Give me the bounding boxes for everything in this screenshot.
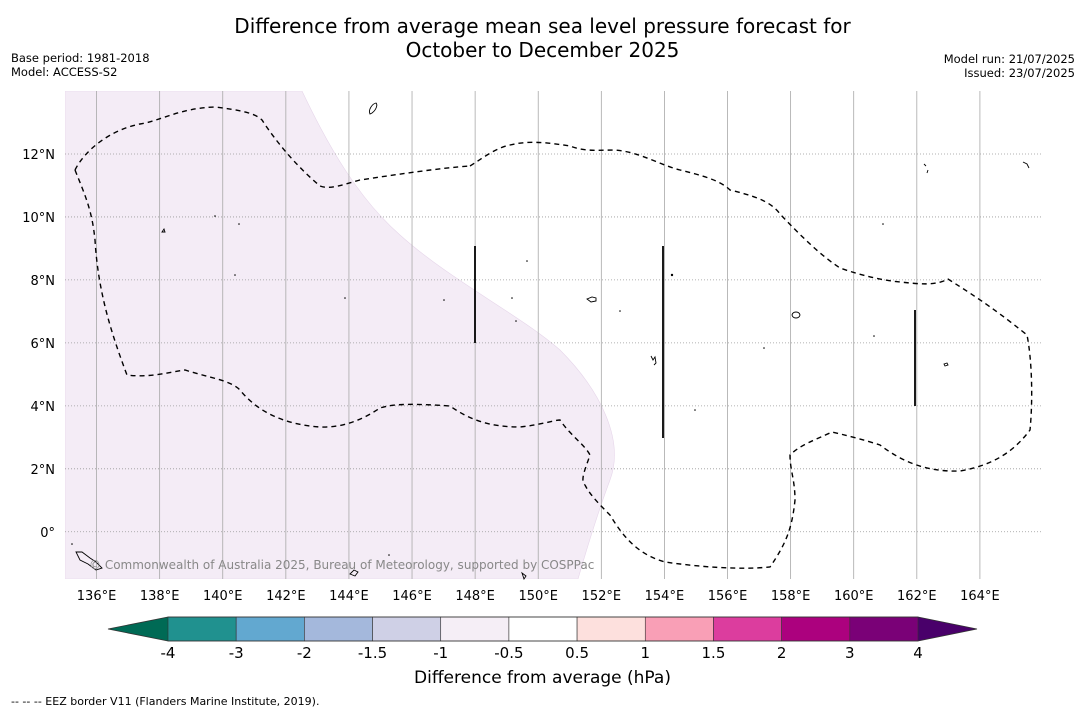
colorbar-swatch bbox=[781, 616, 851, 642]
island-yap bbox=[161, 227, 166, 233]
colorbar-tick-label: -1 bbox=[433, 644, 448, 662]
issued-date: Issued: 23/07/2025 bbox=[964, 66, 1075, 80]
islet bbox=[670, 273, 674, 277]
colorbar-tick-label: -1.5 bbox=[358, 644, 387, 662]
island-kosrae bbox=[943, 362, 949, 367]
colorbar-swatch bbox=[235, 616, 305, 642]
island-marshall-1 bbox=[1022, 161, 1030, 169]
island-png-north bbox=[75, 551, 103, 571]
colorbar-swatch bbox=[576, 616, 646, 642]
lon-tick-label: 152°E bbox=[582, 589, 622, 604]
graticule bbox=[65, 91, 1043, 579]
colorbar-swatch bbox=[644, 616, 714, 642]
islet bbox=[511, 297, 513, 299]
lon-tick-label: 146°E bbox=[392, 589, 432, 604]
colorbar-label: Difference from average (hPa) bbox=[414, 668, 671, 688]
colorbar-swatch bbox=[508, 616, 578, 642]
colorbar-swatch bbox=[849, 616, 919, 642]
colorbar-tick-label: 1 bbox=[640, 644, 650, 662]
lon-tick-label: 158°E bbox=[771, 589, 811, 604]
eez-fsm-east bbox=[469, 141, 1033, 569]
islet bbox=[694, 409, 696, 411]
colorbar-tick-label: -4 bbox=[161, 644, 176, 662]
lon-tick-label: 142°E bbox=[266, 589, 306, 604]
colorbar-swatch bbox=[440, 616, 510, 642]
islet bbox=[238, 223, 240, 225]
lon-tick-label: 160°E bbox=[834, 589, 874, 604]
lat-tick-label: 12°N bbox=[22, 148, 55, 163]
colorbar-tick-label: 0.5 bbox=[565, 644, 589, 662]
eez-footnote: -- -- -- EEZ border V11 (Flanders Marine… bbox=[11, 695, 320, 708]
colorbar-extend-high bbox=[918, 617, 977, 641]
map-title: Difference from average mean sea level p… bbox=[0, 14, 1085, 62]
meta-right: Model run: 21/07/2025 Issued: 23/07/2025 bbox=[944, 52, 1075, 80]
island-png-2 bbox=[349, 569, 527, 581]
island-guam bbox=[369, 102, 378, 115]
islet bbox=[443, 299, 445, 301]
lat-tick-label: 2°N bbox=[31, 463, 56, 478]
islet bbox=[526, 260, 528, 262]
island-marshall-2 bbox=[923, 163, 929, 174]
islet bbox=[619, 310, 621, 312]
model-name: Model: ACCESS-S2 bbox=[11, 65, 118, 79]
eez-west-lower bbox=[74, 169, 591, 486]
lon-tick-label: 138°E bbox=[140, 589, 180, 604]
colorbar-outline bbox=[107, 616, 978, 642]
islet bbox=[214, 215, 216, 217]
islet bbox=[873, 335, 875, 337]
eez-border bbox=[74, 106, 1033, 569]
lon-tick-label: 140°E bbox=[203, 589, 243, 604]
colorbar-tick-label: 4 bbox=[913, 644, 923, 662]
islet bbox=[882, 223, 884, 225]
lon-tick-label: 162°E bbox=[897, 589, 937, 604]
colorbar-swatch bbox=[304, 616, 373, 642]
title-line-2: October to December 2025 bbox=[405, 38, 680, 62]
colorbar-swatch bbox=[372, 616, 442, 642]
lat-tick-label: 8°N bbox=[31, 274, 56, 289]
colorbar-tick-label: 2 bbox=[777, 644, 787, 662]
islet bbox=[344, 297, 346, 299]
islet bbox=[763, 347, 765, 349]
small-islets bbox=[71, 215, 884, 556]
lat-tick-label: 4°N bbox=[31, 400, 56, 415]
lon-tick-label: 156°E bbox=[708, 589, 748, 604]
lon-tick-label: 148°E bbox=[455, 589, 495, 604]
boundary-lines bbox=[474, 246, 916, 438]
lat-tick-label: 10°N bbox=[22, 211, 55, 226]
island-nuguria bbox=[650, 355, 657, 366]
island-chuuk bbox=[586, 296, 597, 303]
lon-tick-label: 136°E bbox=[77, 589, 117, 604]
colorbar-extend-low bbox=[108, 617, 168, 641]
colorbar-tick-label: -0.5 bbox=[494, 644, 523, 662]
lat-tick-label: 6°N bbox=[31, 337, 56, 352]
lon-tick-label: 154°E bbox=[645, 589, 685, 604]
colorbar-tick-label: 3 bbox=[845, 644, 855, 662]
lat-tick-label: 0° bbox=[40, 526, 55, 541]
colorbar-tick-label: -2 bbox=[297, 644, 312, 662]
base-period: Base period: 1981-2018 bbox=[11, 51, 150, 65]
islands bbox=[75, 102, 1030, 581]
lon-tick-label: 150°E bbox=[518, 589, 558, 604]
copyright-notice: © Commonwealth of Australia 2025, Bureau… bbox=[89, 558, 595, 572]
islet bbox=[234, 274, 236, 276]
meta-left: Base period: 1981-2018 Model: ACCESS-S2 bbox=[11, 51, 150, 79]
lon-tick-label: 164°E bbox=[960, 589, 1000, 604]
islet bbox=[388, 554, 390, 556]
title-line-1: Difference from average mean sea level p… bbox=[234, 14, 851, 38]
axis-ticks: 136°E 138°E 140°E 142°E 144°E 146°E 148°E 150°E… bbox=[22, 148, 999, 604]
eez-palau-fsm-west bbox=[74, 106, 471, 189]
colorbar-tick-label: 1.5 bbox=[702, 644, 726, 662]
colorbar-tick-label: -3 bbox=[229, 644, 244, 662]
colorbar-swatch bbox=[713, 616, 782, 642]
island-pohnpei bbox=[791, 311, 801, 319]
model-run: Model run: 21/07/2025 bbox=[943, 52, 1075, 66]
colorbar-swatch bbox=[167, 616, 237, 642]
islet bbox=[71, 543, 73, 545]
islet bbox=[515, 320, 517, 322]
lon-tick-label: 144°E bbox=[329, 589, 369, 604]
